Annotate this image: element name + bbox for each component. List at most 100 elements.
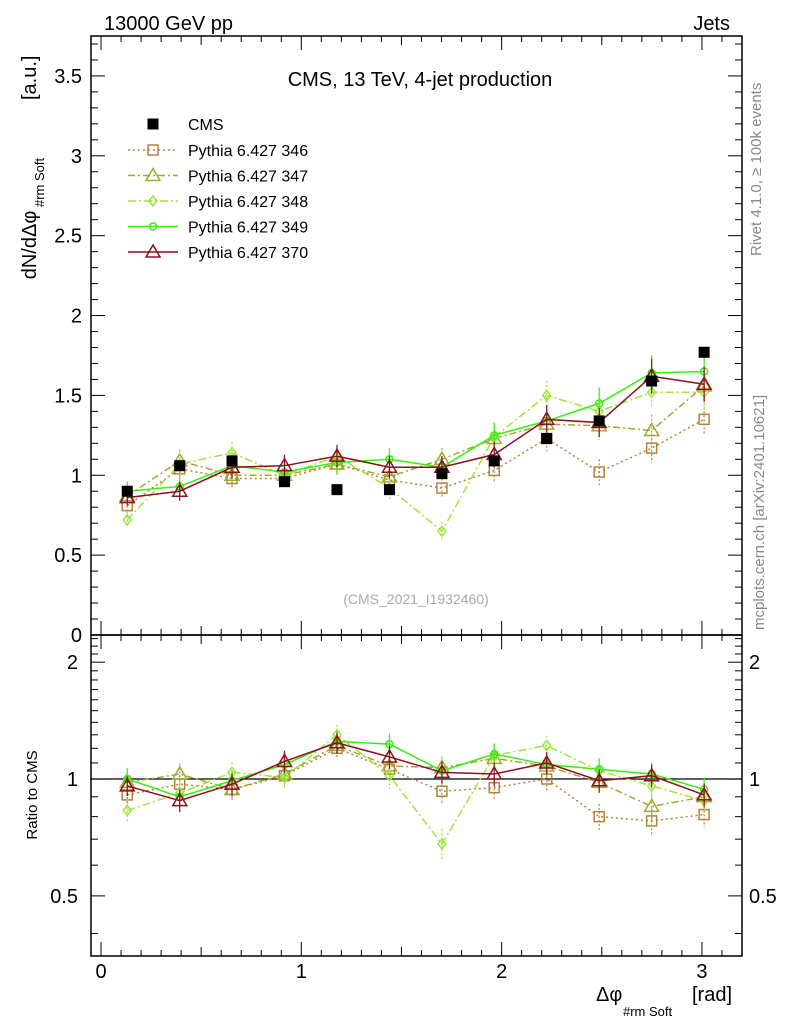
series-1-line bbox=[126, 385, 705, 497]
y-tick-label-main: 3.5 bbox=[54, 66, 82, 88]
rivet-label: Rivet 4.1.0, ≥ 100k events bbox=[748, 83, 765, 256]
svg-text:#rm Soft: #rm Soft bbox=[32, 157, 47, 207]
series-4-point bbox=[276, 457, 293, 472]
y-tick-label-main: 3 bbox=[71, 146, 82, 168]
ratio-series-0-point bbox=[436, 785, 448, 798]
x-tick-label: 2 bbox=[496, 961, 507, 983]
legend-label: Pythia 6.427 346 bbox=[188, 143, 308, 160]
y-tick-label-main: 1 bbox=[71, 465, 82, 487]
cms-data-point bbox=[121, 485, 133, 497]
series-2-point bbox=[436, 524, 447, 538]
x-tick-label: 3 bbox=[696, 961, 707, 983]
ratio-series-1-line bbox=[127, 744, 705, 808]
cms-data-point bbox=[174, 460, 186, 472]
svg-text:#rm Soft: #rm Soft bbox=[623, 1004, 673, 1019]
ratio-series-1-point bbox=[171, 765, 189, 780]
series-1-point bbox=[643, 422, 660, 437]
svg-text:dN/dΔφ: dN/dΔφ bbox=[19, 211, 41, 280]
ratio-series-3 bbox=[123, 730, 709, 809]
y-tick-label-main: 1.5 bbox=[54, 385, 82, 407]
x-axis-label: Δφ #rm Soft [rad] bbox=[596, 984, 732, 1019]
ratio-series-4-point bbox=[695, 786, 713, 801]
series-0 bbox=[121, 403, 710, 514]
ratio-series-4-point bbox=[118, 777, 136, 792]
plot-title: CMS, 13 TeV, 4-jet production bbox=[288, 69, 553, 91]
legend-marker bbox=[147, 144, 159, 156]
legend-label: Pythia 6.427 370 bbox=[188, 245, 308, 262]
ratio-series-1-point bbox=[643, 797, 660, 813]
cms-data-point bbox=[436, 468, 448, 480]
legend-marker bbox=[148, 194, 158, 208]
series-3-point bbox=[489, 431, 499, 440]
ratio-series-4-point bbox=[381, 748, 398, 763]
legend-marker bbox=[148, 222, 158, 231]
series-4-point bbox=[328, 447, 346, 462]
series-4-point bbox=[171, 482, 189, 497]
ratio-series-4-point bbox=[223, 775, 241, 790]
ratio-series-2-point bbox=[384, 769, 395, 782]
cms-data-point bbox=[226, 455, 238, 467]
ratio-series-1 bbox=[118, 734, 713, 821]
series-2-point bbox=[541, 389, 552, 402]
cms-data-point bbox=[488, 455, 500, 467]
y-tick-label-ratio: 2 bbox=[67, 652, 78, 674]
watermark: (CMS_2021_I1932460) bbox=[343, 591, 489, 607]
ratio-series-4-point bbox=[643, 767, 660, 782]
legend-label: Pythia 6.427 349 bbox=[188, 220, 308, 237]
svg-text:Δφ: Δφ bbox=[596, 984, 622, 1006]
ratio-series-3-point bbox=[489, 749, 499, 759]
ratio-series-4-point bbox=[433, 763, 451, 779]
cms-data-point bbox=[593, 415, 605, 427]
cms-data bbox=[121, 346, 710, 497]
legend-label: Pythia 6.427 348 bbox=[188, 194, 308, 211]
svg-text:[a.u.]: [a.u.] bbox=[19, 56, 41, 100]
ratio-series-4-point bbox=[485, 765, 503, 780]
series-0-line bbox=[126, 418, 705, 507]
cms-data-point bbox=[541, 433, 553, 445]
header-right: Jets bbox=[693, 13, 730, 35]
ratio-series-2-point bbox=[279, 771, 290, 784]
ratio-series-0-point bbox=[645, 815, 658, 827]
header-left: 13000 GeV pp bbox=[104, 13, 233, 35]
series-4-point bbox=[538, 410, 556, 426]
cms-data-point bbox=[278, 476, 290, 488]
ratio-series-4-line bbox=[127, 741, 705, 802]
cms-data-point bbox=[383, 484, 395, 496]
y-tick-label-ratio-right: 2 bbox=[749, 652, 760, 674]
y-tick-label-ratio: 0.5 bbox=[50, 886, 78, 908]
y-tick-label-ratio-right: 1 bbox=[749, 769, 760, 791]
series-4-point bbox=[695, 375, 713, 390]
series-2-point bbox=[122, 513, 133, 527]
ratio-series-2-point bbox=[646, 779, 657, 793]
ratio-series-2-point bbox=[541, 739, 552, 752]
ratio-series-4-point bbox=[590, 772, 608, 787]
series-3-line bbox=[127, 370, 705, 492]
ratio-series-4-point bbox=[171, 792, 189, 807]
legend-label: Pythia 6.427 347 bbox=[188, 169, 308, 186]
mcplots-label: mcplots.cern.ch [arXiv:2401.10621] bbox=[751, 395, 768, 630]
y-tick-label-main: 2 bbox=[71, 306, 82, 328]
x-tick-label: 1 bbox=[296, 961, 307, 983]
svg-text:[rad]: [rad] bbox=[692, 984, 732, 1006]
ratio-series-2-point bbox=[436, 837, 447, 851]
series-1-point bbox=[223, 466, 241, 482]
series-0-point bbox=[436, 482, 448, 494]
ratio-series-4 bbox=[118, 732, 713, 813]
y-axis-label-main: dN/dΔφ #rm Soft [a.u.] bbox=[19, 56, 47, 280]
series-4-line bbox=[127, 375, 705, 499]
y-tick-label-main: 0.5 bbox=[54, 545, 82, 567]
legend-cms-marker bbox=[147, 118, 159, 130]
ratio-panel-frame bbox=[90, 634, 743, 957]
legend-marker bbox=[144, 167, 162, 182]
cms-data-point bbox=[646, 375, 658, 387]
ratio-series-3-line bbox=[127, 740, 705, 798]
series-0-point bbox=[593, 466, 605, 478]
ratio-series-4-point bbox=[276, 752, 293, 768]
series-3 bbox=[123, 352, 709, 501]
ratio-series-4-point bbox=[538, 754, 556, 769]
y-tick-label-main: 0 bbox=[71, 625, 82, 647]
y-tick-label-main: 2.5 bbox=[54, 226, 82, 248]
ratio-series-0-point bbox=[593, 810, 605, 823]
series-0-point bbox=[698, 413, 710, 426]
